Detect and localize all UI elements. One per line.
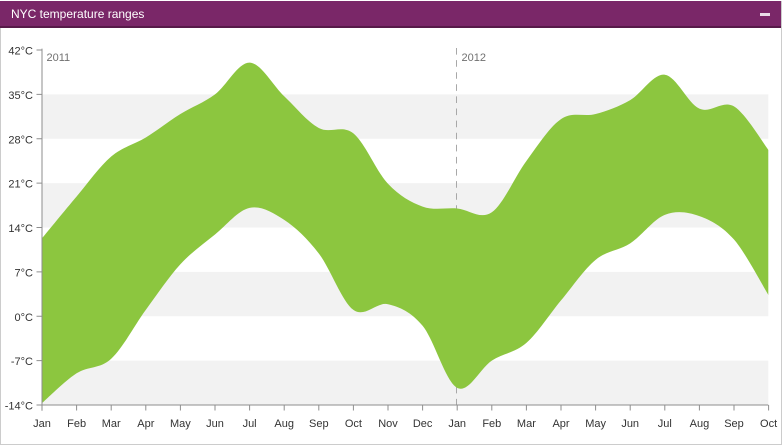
svg-text:2012: 2012 (462, 52, 486, 64)
svg-text:7°C: 7°C (15, 267, 34, 279)
svg-text:Sep: Sep (724, 418, 744, 430)
svg-text:Sep: Sep (309, 418, 329, 430)
svg-text:35°C: 35°C (8, 90, 33, 102)
svg-text:14°C: 14°C (8, 223, 33, 235)
svg-text:Mar: Mar (517, 418, 536, 430)
svg-text:Oct: Oct (345, 418, 362, 430)
svg-text:May: May (585, 418, 606, 430)
svg-text:Jul: Jul (658, 418, 672, 430)
svg-text:Aug: Aug (690, 418, 710, 430)
svg-text:Apr: Apr (552, 418, 569, 430)
svg-text:-7°C: -7°C (11, 356, 33, 368)
svg-text:Jan: Jan (33, 418, 51, 430)
svg-text:Jun: Jun (206, 418, 224, 430)
svg-text:21°C: 21°C (8, 179, 33, 191)
svg-text:0°C: 0°C (15, 312, 34, 324)
svg-text:28°C: 28°C (8, 134, 33, 146)
svg-text:May: May (170, 418, 191, 430)
svg-text:Feb: Feb (482, 418, 501, 430)
svg-text:Nov: Nov (378, 418, 398, 430)
svg-text:-14°C: -14°C (5, 401, 33, 413)
svg-text:Jul: Jul (243, 418, 257, 430)
svg-text:42°C: 42°C (8, 46, 33, 58)
svg-text:Aug: Aug (274, 418, 294, 430)
svg-text:Oct: Oct (760, 418, 777, 430)
svg-text:Mar: Mar (102, 418, 121, 430)
svg-text:Dec: Dec (413, 418, 433, 430)
svg-text:Jun: Jun (621, 418, 639, 430)
svg-text:2011: 2011 (47, 52, 71, 64)
svg-text:Jan: Jan (448, 418, 466, 430)
svg-text:Feb: Feb (67, 418, 86, 430)
svg-text:Apr: Apr (137, 418, 154, 430)
